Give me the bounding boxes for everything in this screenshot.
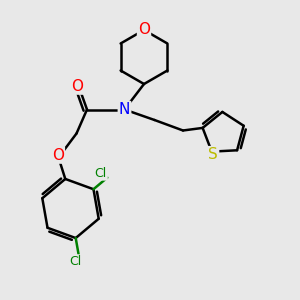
- Text: S: S: [208, 147, 218, 162]
- Text: N: N: [119, 102, 130, 117]
- Text: O: O: [138, 22, 150, 38]
- Text: O: O: [71, 79, 83, 94]
- Text: O: O: [52, 148, 64, 163]
- Text: Cl: Cl: [94, 167, 107, 180]
- Text: Cl: Cl: [70, 255, 82, 268]
